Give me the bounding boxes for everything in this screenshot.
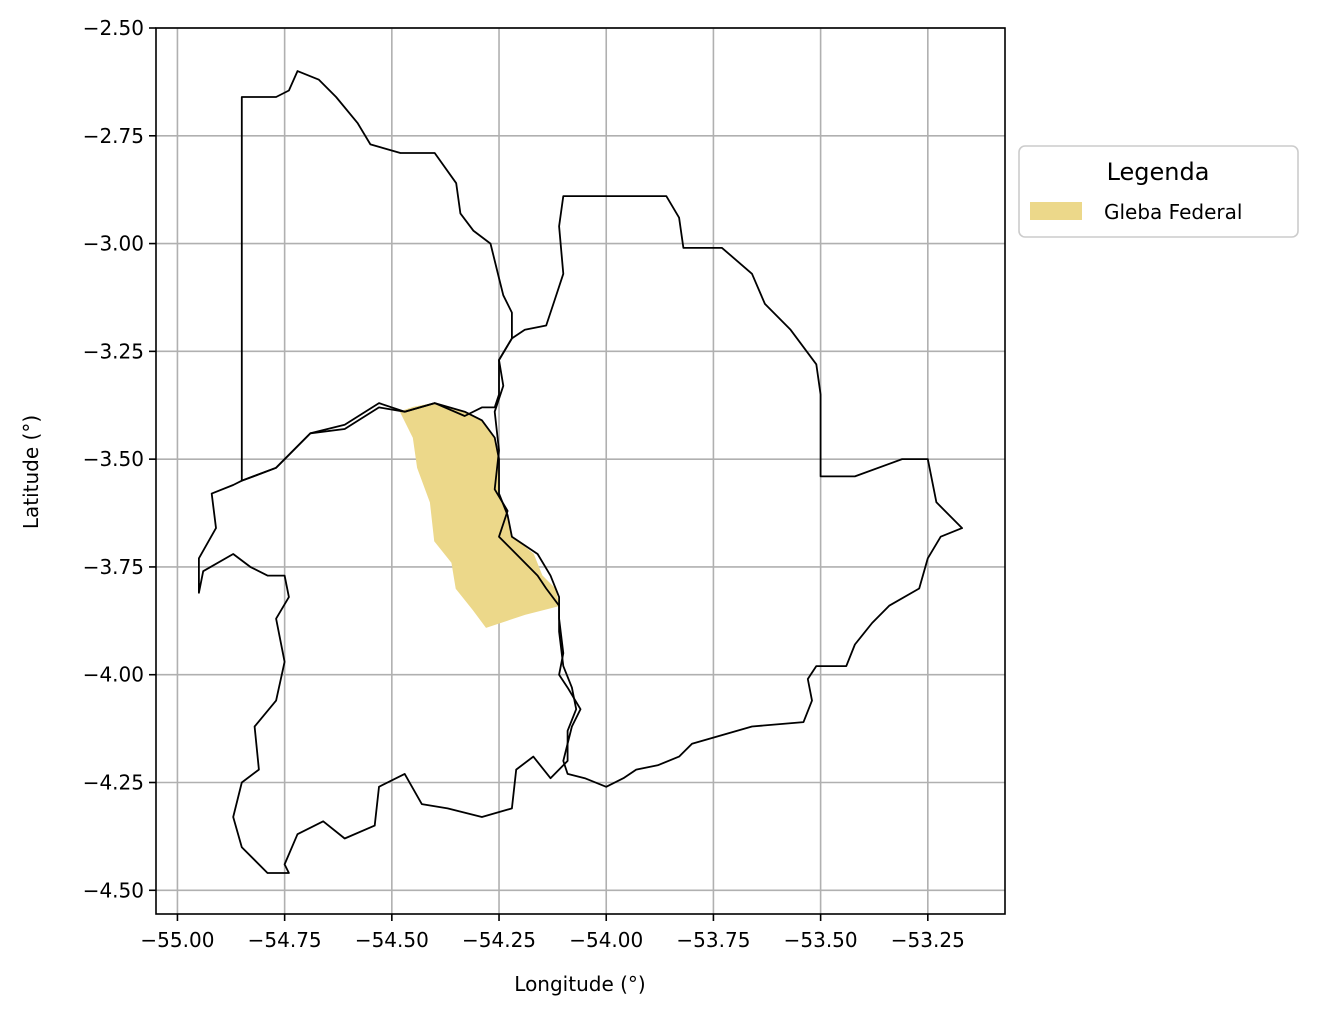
y-tick-label: −4.50 (83, 878, 144, 902)
legend-swatch-gleba-federal (1030, 202, 1082, 220)
y-tick-label: −3.50 (83, 447, 144, 471)
legend: Legenda Gleba Federal (1018, 145, 1299, 238)
x-tick-label: −53.25 (891, 928, 965, 952)
legend-label-gleba-federal: Gleba Federal (1104, 200, 1242, 224)
x-tick-label: −54.00 (569, 928, 643, 952)
x-axis-label: Longitude (°) (514, 972, 645, 996)
axis-ticks: −55.00 −54.75 −54.50 −54.25 −54.00 −53.75 −53.… (83, 16, 965, 952)
x-tick-label: −53.75 (676, 928, 750, 952)
y-tick-label: −2.50 (83, 16, 144, 40)
x-tick-label: −53.50 (784, 928, 858, 952)
y-tick-label: −3.25 (83, 339, 144, 363)
x-tick-label: −55.00 (140, 928, 214, 952)
north-municipality-boundary (240, 70, 513, 482)
east-municipality-boundary (493, 195, 963, 788)
y-tick-label: −3.00 (83, 232, 144, 256)
x-tick-label: −54.25 (462, 928, 536, 952)
x-tick-label: −54.50 (355, 928, 429, 952)
y-tick-label: −3.75 (83, 555, 144, 579)
y-tick-label: −4.25 (83, 771, 144, 795)
southwest-municipality-boundary (197, 402, 578, 874)
legend-box (1018, 145, 1299, 238)
x-tick-label: −54.75 (248, 928, 322, 952)
plot-frame (155, 27, 1006, 915)
y-tick-label: −4.00 (83, 663, 144, 687)
municipality-boundaries (197, 70, 963, 874)
y-axis-label: Latitude (°) (19, 415, 43, 529)
legend-title: Legenda (1107, 158, 1210, 186)
y-tick-label: −2.75 (83, 124, 144, 148)
